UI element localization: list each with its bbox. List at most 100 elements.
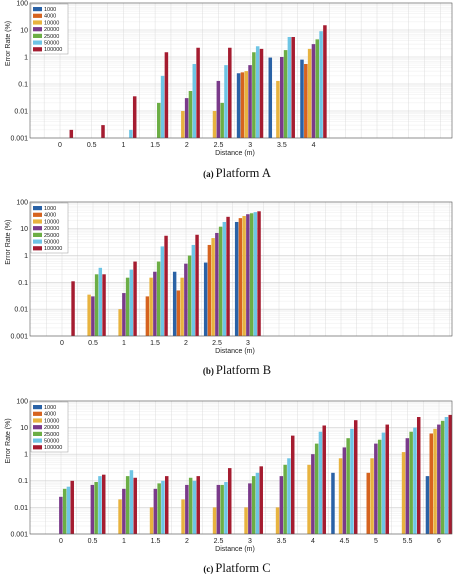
legend-swatch — [33, 20, 42, 25]
bar — [216, 80, 221, 138]
x-tick-label: 4.5 — [340, 538, 350, 545]
legend-entry: 4000 — [44, 412, 56, 418]
legend-swatch — [33, 206, 42, 211]
x-tick-label: 3 — [248, 142, 252, 149]
bar — [429, 433, 433, 534]
plot-frame — [29, 400, 453, 535]
x-tick-label: 1 — [122, 340, 126, 347]
x-axis-label: Distance (m) — [215, 546, 255, 553]
caption-label: (a) — [203, 169, 214, 179]
bar — [207, 244, 212, 336]
bar — [224, 65, 228, 138]
bar — [275, 507, 280, 534]
bar — [218, 226, 223, 336]
bar — [227, 468, 232, 534]
bar — [255, 46, 260, 139]
bar — [279, 476, 284, 534]
y-tick-label: 0.1 — [18, 81, 28, 88]
legend-swatch — [33, 212, 42, 217]
bar — [448, 414, 452, 534]
legend-entry: 1000 — [44, 206, 56, 212]
bar — [319, 31, 323, 139]
bar — [90, 484, 95, 534]
x-tick-label: 2 — [185, 142, 189, 149]
x-tick-label: 4 — [312, 142, 316, 149]
caption-text: Platform B — [216, 363, 271, 377]
y-tick-label: 0.001 — [10, 135, 28, 142]
bar — [192, 64, 197, 138]
bar — [381, 432, 386, 534]
bar — [366, 472, 370, 534]
bar — [101, 474, 106, 534]
caption-text: Platform C — [215, 561, 270, 575]
bar — [255, 472, 260, 534]
caption-label: (b) — [203, 366, 214, 376]
bar — [234, 221, 239, 336]
bar — [318, 431, 323, 534]
x-tick-label: 0.5 — [88, 340, 98, 347]
x-axis-label: Distance (m) — [215, 348, 255, 355]
legend-entry: 100000 — [44, 47, 62, 53]
y-tick-label: 100 — [16, 0, 28, 7]
bar — [444, 417, 449, 534]
legend-entry: 50000 — [44, 439, 59, 445]
bar — [153, 271, 157, 336]
legend-entry: 100000 — [44, 246, 62, 252]
bar — [196, 476, 200, 534]
x-tick-label: 0 — [58, 142, 62, 149]
bar — [425, 476, 430, 534]
legend-swatch — [33, 226, 42, 231]
bar — [248, 65, 252, 138]
bar — [413, 427, 417, 534]
bar — [238, 218, 243, 336]
legend-swatch — [33, 40, 42, 45]
x-tick-label: 0.5 — [88, 538, 98, 545]
x-tick-label: 0 — [60, 340, 64, 347]
legend-swatch — [33, 438, 42, 443]
legend-swatch — [33, 219, 42, 224]
y-tick-label: 0.01 — [14, 307, 28, 314]
x-tick-label: 5 — [374, 538, 378, 545]
bar — [188, 477, 193, 534]
legend-entry: 10000 — [44, 219, 59, 225]
bar — [192, 480, 197, 534]
bar — [405, 438, 410, 534]
bar — [149, 507, 154, 534]
figure-caption: (a) Platform A — [203, 166, 271, 180]
bar — [184, 98, 189, 138]
bar — [236, 73, 241, 138]
bar — [315, 39, 320, 138]
bar — [416, 417, 421, 534]
bar — [385, 424, 389, 534]
legend-entry: 4000 — [44, 14, 56, 20]
legend-entry: 20000 — [44, 226, 59, 232]
bar — [181, 111, 185, 138]
bar — [226, 216, 230, 336]
legend-swatch — [33, 418, 42, 423]
bar — [257, 211, 261, 336]
legend-swatch — [33, 7, 42, 12]
bar — [133, 477, 137, 534]
bar — [185, 484, 189, 534]
bar — [164, 476, 169, 534]
bar — [212, 111, 217, 138]
bar — [287, 37, 292, 139]
bar — [180, 277, 184, 336]
legend-swatch — [33, 239, 42, 244]
y-tick-label: 0.001 — [10, 333, 28, 340]
bar — [122, 293, 126, 336]
bar — [259, 48, 264, 139]
legend-swatch — [33, 33, 42, 38]
legend-entry: 25000 — [44, 432, 59, 438]
x-tick-label: 4 — [311, 538, 315, 545]
caption-label: (c) — [203, 564, 213, 574]
legend-entry: 100000 — [44, 445, 62, 451]
bar — [211, 238, 215, 336]
bar — [91, 296, 95, 336]
bar — [160, 246, 165, 336]
bar — [129, 129, 133, 138]
bar — [252, 52, 256, 138]
y-tick-label: 0.1 — [18, 478, 28, 485]
